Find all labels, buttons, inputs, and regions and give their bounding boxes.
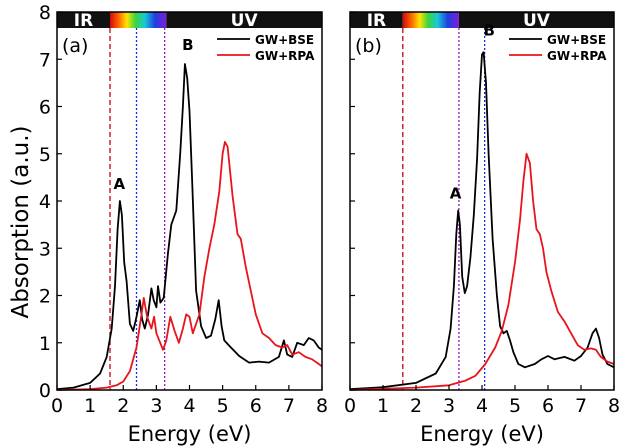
y-tick-label: 7 bbox=[39, 49, 51, 71]
uv-label: UV bbox=[523, 11, 551, 31]
x-tick-label: 0 bbox=[344, 395, 356, 417]
panel-label: (a) bbox=[62, 35, 88, 57]
y-tick-label: 4 bbox=[39, 191, 51, 213]
x-tick-label: 7 bbox=[575, 395, 587, 417]
peak-label-0: A bbox=[113, 175, 125, 193]
ir-label: IR bbox=[74, 11, 93, 31]
y-tick-label: 5 bbox=[39, 144, 51, 166]
peak-label-0: A bbox=[450, 185, 462, 203]
series-line-gw-bse bbox=[56, 63, 323, 390]
x-tick-label: 6 bbox=[542, 395, 554, 417]
visible-spectrum-band bbox=[402, 12, 459, 28]
ir-band bbox=[350, 12, 403, 28]
x-tick-label: 1 bbox=[84, 395, 96, 417]
legend-entry: GW+RPA bbox=[547, 49, 607, 63]
x-tick-label: 8 bbox=[608, 395, 620, 417]
y-axis-label: Absorption (a.u.) bbox=[8, 125, 34, 318]
series-line-gw-rpa bbox=[349, 152, 615, 391]
x-axis-label: Energy (eV) bbox=[128, 422, 252, 446]
y-tick-label: 3 bbox=[39, 238, 51, 260]
ir-label: IR bbox=[367, 11, 386, 31]
x-tick-label: 6 bbox=[250, 395, 262, 417]
x-tick-label: 5 bbox=[509, 395, 521, 417]
uv-band bbox=[458, 12, 614, 28]
series-line-gw-rpa bbox=[56, 141, 323, 391]
x-tick-label: 7 bbox=[283, 395, 295, 417]
x-tick-label: 3 bbox=[443, 395, 455, 417]
x-tick-label: 2 bbox=[117, 395, 129, 417]
x-tick-label: 3 bbox=[150, 395, 162, 417]
x-tick-label: 0 bbox=[51, 395, 63, 417]
x-tick-label: 5 bbox=[217, 395, 229, 417]
x-tick-label: 8 bbox=[316, 395, 328, 417]
legend-entry: GW+BSE bbox=[547, 33, 606, 47]
panel-label: (b) bbox=[355, 35, 382, 57]
peak-label-1: B bbox=[182, 36, 193, 54]
x-tick-label: 4 bbox=[476, 395, 488, 417]
y-tick-label: 0 bbox=[39, 380, 51, 402]
x-axis-label: Energy (eV) bbox=[420, 422, 544, 446]
uv-label: UV bbox=[231, 11, 259, 31]
series-line-gw-bse bbox=[349, 51, 615, 390]
x-tick-label: 2 bbox=[410, 395, 422, 417]
legend-entry: GW+BSE bbox=[255, 33, 314, 47]
uv-band bbox=[166, 12, 322, 28]
visible-spectrum-band bbox=[110, 12, 167, 28]
x-tick-label: 1 bbox=[377, 395, 389, 417]
panel-b: IR UV A B (b) GW+BSE GW+RPA 0 1 2 3 4 5 6 7 8 Energy (eV… bbox=[344, 11, 620, 446]
x-tick-label: 4 bbox=[183, 395, 195, 417]
y-tick-label: 6 bbox=[39, 97, 51, 119]
y-tick-label: 2 bbox=[39, 286, 51, 308]
y-tick-label: 8 bbox=[39, 2, 51, 24]
y-tick-label: 1 bbox=[39, 333, 51, 355]
legend-entry: GW+RPA bbox=[255, 49, 315, 63]
plot-frame bbox=[56, 11, 323, 391]
peak-label-1: B bbox=[484, 22, 495, 40]
ir-band bbox=[57, 12, 110, 28]
